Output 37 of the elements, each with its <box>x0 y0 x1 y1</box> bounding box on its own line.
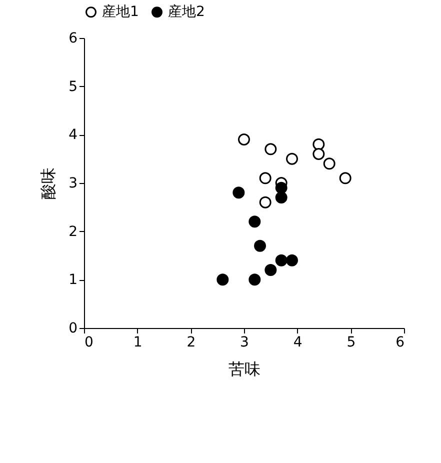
x-tick-label: 4 <box>293 334 302 350</box>
point <box>248 274 261 286</box>
point <box>312 148 325 160</box>
x-tick-label: 0 <box>84 334 94 350</box>
point <box>238 134 250 146</box>
point <box>275 192 288 204</box>
point <box>259 196 272 208</box>
point <box>275 182 288 194</box>
point <box>248 216 261 228</box>
point <box>275 254 288 266</box>
point <box>254 240 266 252</box>
y-tick-label: 0 <box>68 320 78 336</box>
x-tick-label: 6 <box>396 334 405 350</box>
point <box>312 138 325 150</box>
y-tick-label: 1 <box>68 272 78 288</box>
y-tick-label: 3 <box>68 176 78 192</box>
x-tick-label: 1 <box>133 334 142 350</box>
x-tick-label: 3 <box>240 334 249 350</box>
y-tick-label: 6 <box>68 30 78 46</box>
x-tick-label: 5 <box>346 334 356 350</box>
legend-label: 産地2 <box>168 4 205 20</box>
y-axis-title: 酸味 <box>38 168 58 200</box>
x-tick-label: 2 <box>186 334 196 350</box>
y-tick-label: 2 <box>68 224 78 240</box>
point <box>339 172 352 184</box>
point <box>264 143 277 156</box>
point <box>286 152 298 165</box>
point <box>264 264 277 276</box>
point <box>323 158 336 170</box>
x-axis-title: 苦味 <box>228 360 260 378</box>
point <box>232 186 245 199</box>
point <box>286 254 298 266</box>
y-tick-label: 4 <box>68 127 78 144</box>
y-tick-label: 5 <box>68 78 78 95</box>
point <box>216 274 229 286</box>
legend-label: 産地1 <box>102 4 139 20</box>
point <box>259 172 272 184</box>
